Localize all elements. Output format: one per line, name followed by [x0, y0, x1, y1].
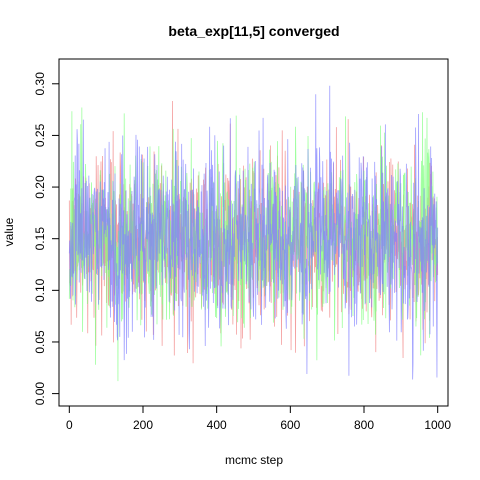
- x-tick-label: 0: [66, 418, 73, 432]
- y-axis-label: value: [2, 217, 16, 246]
- y-tick-label: 0.20: [33, 175, 47, 199]
- trace-series-2: [68, 107, 439, 382]
- x-tick-label: 200: [133, 418, 153, 432]
- y-tick-label: 0.15: [33, 227, 47, 251]
- x-tick-label: 1000: [424, 418, 451, 432]
- y-tick-label: 0.25: [33, 123, 47, 147]
- y-tick-label: 0.05: [33, 330, 47, 354]
- x-tick-label: 400: [207, 418, 227, 432]
- x-tick-label: 600: [280, 418, 300, 432]
- y-axis: 0.00 0.05 0.10 0.15 0.20 0.25 0.30: [33, 72, 60, 406]
- x-axis: 0 200 400 600 800 1000: [66, 405, 451, 432]
- series-layer: [68, 85, 439, 382]
- trace-series-3: [68, 85, 439, 380]
- y-tick-label: 0.00: [33, 382, 47, 406]
- x-tick-label: 800: [354, 418, 374, 432]
- x-axis-label: mcmc step: [225, 453, 283, 467]
- chart-title: beta_exp[11,5] converged: [168, 23, 339, 39]
- y-tick-label: 0.10: [33, 278, 47, 302]
- y-tick-label: 0.30: [33, 72, 47, 96]
